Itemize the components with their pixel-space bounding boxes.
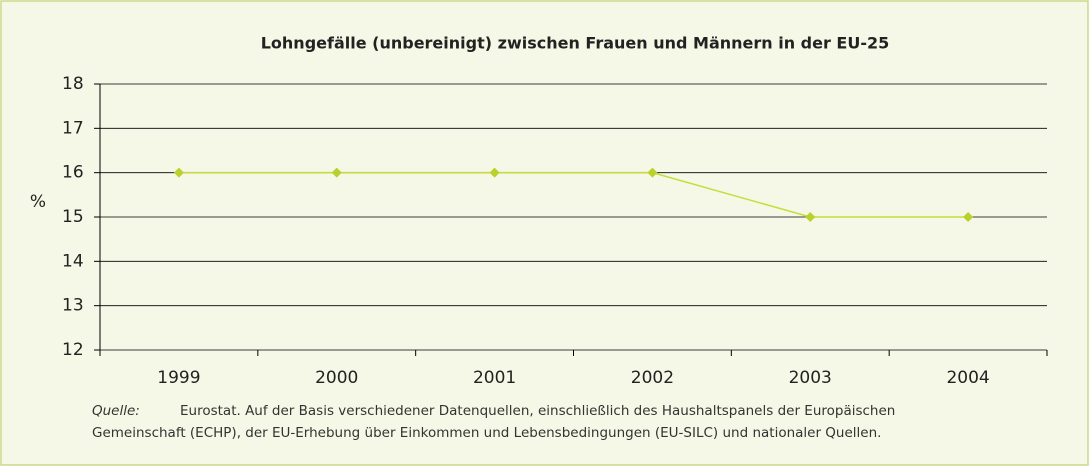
y-tick-label: 13 — [62, 296, 84, 316]
marker — [647, 167, 658, 178]
y-tick-label: 18 — [62, 74, 84, 94]
source-line: Eurostat. Auf der Basis verschiedener Da… — [180, 403, 895, 419]
y-tick-label: 17 — [62, 118, 84, 138]
x-tick-label: 2004 — [946, 368, 989, 388]
y-tick-label: 14 — [62, 251, 84, 271]
marker — [963, 212, 974, 222]
series-line — [178, 171, 969, 218]
marker — [805, 212, 816, 222]
source-line: Gemeinschaft (ECHP), der EU-Erhebung übe… — [92, 425, 881, 441]
x-tick-label: 2001 — [473, 368, 516, 388]
x-tick-label: 2000 — [315, 368, 358, 388]
x-tick-label: 2002 — [631, 368, 674, 388]
source-label: Quelle: — [92, 403, 140, 419]
marker — [489, 167, 500, 178]
y-tick-label: 12 — [62, 340, 84, 360]
x-tick-label: 1999 — [157, 368, 200, 388]
y-axis-label: % — [30, 192, 46, 212]
marker — [331, 167, 342, 178]
y-tick-label: 15 — [62, 207, 84, 227]
chart-title: Lohngefälle (unbereinigt) zwischen Fraue… — [261, 34, 890, 53]
x-tick-label: 2003 — [789, 368, 832, 388]
y-tick-label: 16 — [62, 163, 84, 183]
marker — [173, 167, 184, 178]
